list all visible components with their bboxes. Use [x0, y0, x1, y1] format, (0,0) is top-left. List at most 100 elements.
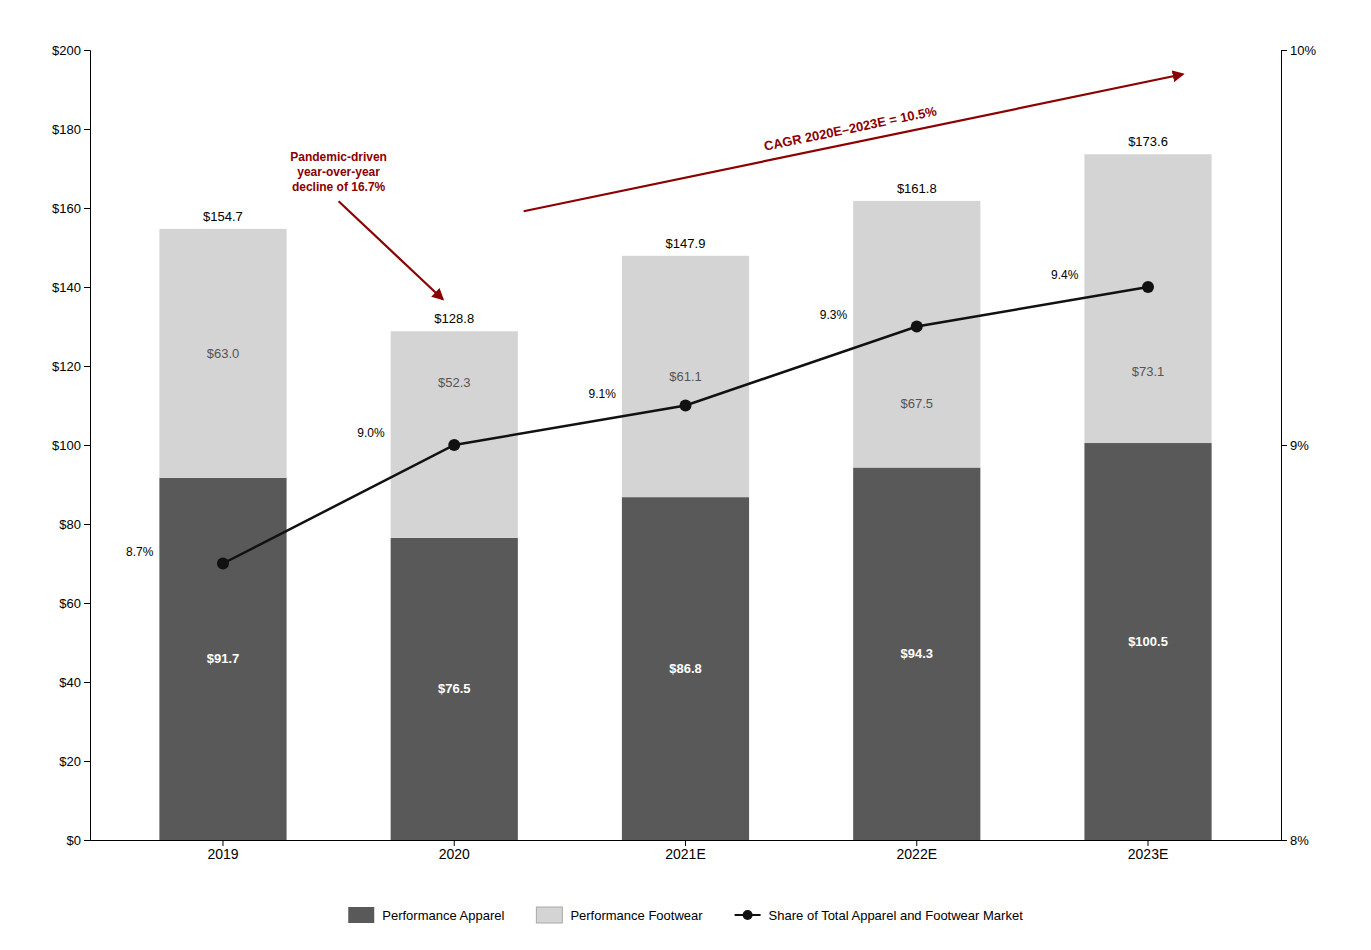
annotation-text: Pandemic-drivenyear-over-yeardecline of …	[290, 150, 387, 194]
y2-axis: 8%9%10%	[1281, 43, 1316, 848]
chart-svg: 2019 2020 2021E 2022E 2023E $0 $20 $40 $60 $80 $10…	[0, 0, 1371, 950]
y-axis-tick-mark	[84, 129, 90, 130]
y2-axis-tick-mark	[1281, 840, 1287, 841]
y-axis-tick-label: $60	[59, 596, 81, 611]
y-axis-tick-label: $0	[67, 833, 81, 848]
line-value-label: 9.0%	[357, 426, 385, 440]
bar	[159, 478, 286, 840]
x-axis-tick: 2022E	[897, 840, 937, 862]
y2-axis-tick-mark	[1281, 445, 1287, 446]
y-axis-tick: $120	[52, 359, 90, 374]
y-axis: $0 $20 $40 $60 $80 $100 $120 $140 $160 $180 $200	[52, 43, 90, 848]
bar-value-label: $52.3	[438, 375, 471, 390]
line-marker	[217, 558, 229, 570]
annotation-text: CAGR 2020E–2023E = 10.5%	[763, 103, 939, 154]
bar-value-label: $67.5	[900, 396, 933, 411]
x-axis-tick-label: 2022E	[897, 846, 937, 862]
total-label: $128.8	[434, 311, 474, 326]
x-axis-tick-label: 2020	[439, 846, 470, 862]
y-axis-tick: $160	[52, 201, 90, 216]
legend-label: Performance Footwear	[570, 908, 703, 923]
y2-axis-tick: 8%	[1281, 833, 1309, 848]
bar-value-label: $63.0	[207, 346, 240, 361]
line-value-label: 9.1%	[589, 387, 617, 401]
bar	[1084, 443, 1211, 840]
line	[223, 287, 1148, 564]
bar-value-label: $100.5	[1128, 634, 1168, 649]
annotation-arrow	[339, 201, 443, 299]
y-axis-tick-label: $40	[59, 675, 81, 690]
y2-axis-tick: 9%	[1281, 438, 1309, 453]
line-value-label: 9.4%	[1051, 268, 1079, 282]
bar	[391, 331, 518, 538]
y-axis-tick-mark	[84, 445, 90, 446]
bar-value-label: $76.5	[438, 681, 471, 696]
y-axis-line	[84, 51, 91, 841]
y-axis-tick-label: $160	[52, 201, 81, 216]
y2-axis-tick-label: 8%	[1290, 833, 1309, 848]
annotations: Pandemic-drivenyear-over-yeardecline of …	[290, 74, 1182, 299]
bar-value-label: $86.8	[669, 661, 702, 676]
plot-marks	[159, 154, 1211, 840]
x-axis-tick: 2021E	[665, 840, 705, 862]
line-marker	[911, 321, 923, 333]
y-axis-tick-mark	[84, 840, 90, 841]
y-axis-tick-mark	[84, 50, 90, 51]
annotation-text-line: Pandemic-driven	[290, 150, 387, 164]
y-axis-tick: $0	[67, 833, 90, 848]
x-axis-tick-label: 2021E	[665, 846, 705, 862]
y-axis-tick: $20	[59, 754, 90, 769]
legend-label: Share of Total Apparel and Footwear Mark…	[769, 908, 1024, 923]
line-value-label: 9.3%	[820, 308, 848, 322]
y-axis-tick: $80	[59, 517, 90, 532]
line-marker	[448, 439, 460, 451]
annotation-text-line: year-over-year	[297, 165, 380, 179]
y-axis-tick-label: $120	[52, 359, 81, 374]
bar-value-label: $61.1	[669, 369, 702, 384]
y2-axis-line	[1282, 51, 1288, 841]
y2-axis-tick-label: 9%	[1290, 438, 1309, 453]
bar	[853, 201, 980, 468]
total-label: $147.9	[666, 236, 706, 251]
x-axis-tick-label: 2019	[207, 846, 238, 862]
chart-container: 2019 2020 2021E 2022E 2023E $0 $20 $40 $60 $80 $10…	[0, 0, 1371, 950]
y-axis-tick: $140	[52, 280, 90, 295]
y-axis-tick: $100	[52, 438, 90, 453]
total-label: $173.6	[1128, 134, 1168, 149]
y-axis-tick-label: $200	[52, 43, 81, 58]
legend-swatch	[348, 907, 374, 923]
bar-value-label: $73.1	[1132, 364, 1165, 379]
bar	[622, 256, 749, 497]
y-axis-tick-mark	[84, 524, 90, 525]
bar	[622, 497, 749, 840]
y-axis-tick: $40	[59, 675, 90, 690]
y-axis-tick-mark	[84, 682, 90, 683]
legend-swatch-marker	[743, 910, 753, 920]
labels: $91.7$76.5$86.8$94.3$100.5$63.0$52.3$61.…	[126, 134, 1168, 696]
x-axis-tick: 2019	[207, 840, 238, 862]
total-label: $154.7	[203, 209, 243, 224]
y-axis-tick: $180	[52, 122, 90, 137]
y-axis-tick-mark	[84, 287, 90, 288]
x-axis-tick: 2023E	[1128, 840, 1168, 862]
y-axis-tick-label: $180	[52, 122, 81, 137]
bar	[159, 229, 286, 478]
y2-axis-tick-mark	[1281, 50, 1287, 51]
y-axis-tick: $60	[59, 596, 90, 611]
legend-label: Performance Apparel	[382, 908, 504, 923]
line-value-label: 8.7%	[126, 545, 154, 559]
x-axis: 2019 2020 2021E 2022E 2023E	[91, 840, 1282, 862]
bar	[853, 468, 980, 840]
legend-item: Share of Total Apparel and Footwear Mark…	[735, 908, 1024, 923]
legend-swatch	[536, 907, 562, 923]
bar	[1084, 154, 1211, 443]
bar	[391, 538, 518, 840]
total-label: $161.8	[897, 181, 937, 196]
y-axis-tick: $200	[52, 43, 90, 58]
y-axis-tick-mark	[84, 603, 90, 604]
y-axis-tick-label: $20	[59, 754, 81, 769]
annotation-text-line: decline of 16.7%	[292, 180, 386, 194]
y-axis-tick-label: $100	[52, 438, 81, 453]
y-axis-tick-mark	[84, 761, 90, 762]
line-marker	[680, 400, 692, 412]
